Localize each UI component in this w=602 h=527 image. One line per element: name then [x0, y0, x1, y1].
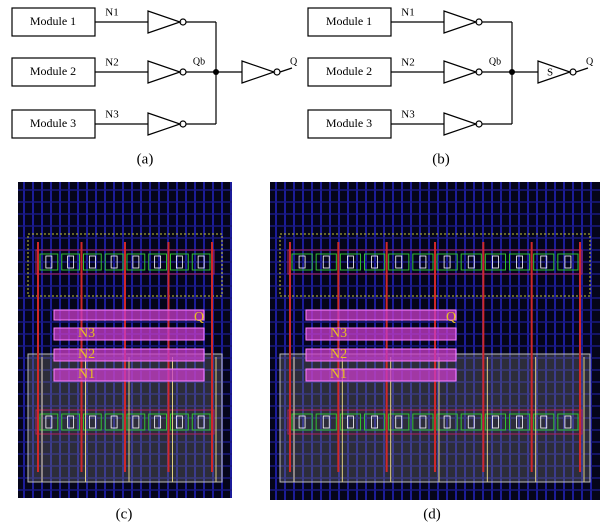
wire [280, 68, 292, 72]
inverter [538, 61, 570, 83]
gate-label: S [547, 67, 553, 79]
net-label: N2 [401, 57, 414, 69]
panel-label: (d) [423, 506, 441, 522]
module-label: Module 3 [326, 116, 372, 130]
net-bar [54, 328, 204, 340]
net-bar [306, 349, 456, 361]
net-label: N3 [330, 326, 347, 341]
inverter [148, 113, 180, 135]
net-label: N2 [105, 57, 118, 69]
output-label: Q [586, 56, 594, 67]
figure: Module 1 N1 Module 2 N2 Module 3 N3 Qb Q (a) Modu… [0, 0, 602, 527]
output-label: Q [446, 310, 456, 325]
net-bar [54, 369, 204, 381]
net-label: N2 [330, 347, 347, 362]
net-bar [54, 349, 204, 361]
wire [576, 68, 588, 72]
inverter [444, 11, 476, 33]
inverter [444, 113, 476, 135]
panel-label: (a) [137, 151, 154, 167]
inverter [444, 61, 476, 83]
panel-label: (b) [432, 151, 450, 167]
inverter [148, 11, 180, 33]
module-label: Module 1 [30, 14, 76, 28]
net-label: N1 [330, 367, 347, 382]
net-bar [306, 328, 456, 340]
net-label: N1 [401, 7, 414, 19]
inverter [148, 61, 180, 83]
module-label: Module 3 [30, 116, 76, 130]
net-bar [306, 310, 456, 320]
node-label: Qb [489, 56, 501, 67]
net-label: N2 [78, 347, 95, 362]
module-label: Module 2 [30, 64, 76, 78]
net-label: N1 [78, 367, 95, 382]
node-label: Qb [193, 56, 205, 67]
output-label: Q [290, 56, 298, 67]
output-label: Q [194, 310, 204, 325]
net-bar [306, 369, 456, 381]
module-label: Module 2 [326, 64, 372, 78]
net-bar [54, 310, 204, 320]
net-label: N1 [105, 7, 118, 19]
module-label: Module 1 [326, 14, 372, 28]
net-label: N3 [105, 109, 119, 121]
panel-label: (c) [116, 506, 133, 522]
net-label: N3 [78, 326, 95, 341]
inverter [242, 61, 274, 83]
net-label: N3 [401, 109, 415, 121]
